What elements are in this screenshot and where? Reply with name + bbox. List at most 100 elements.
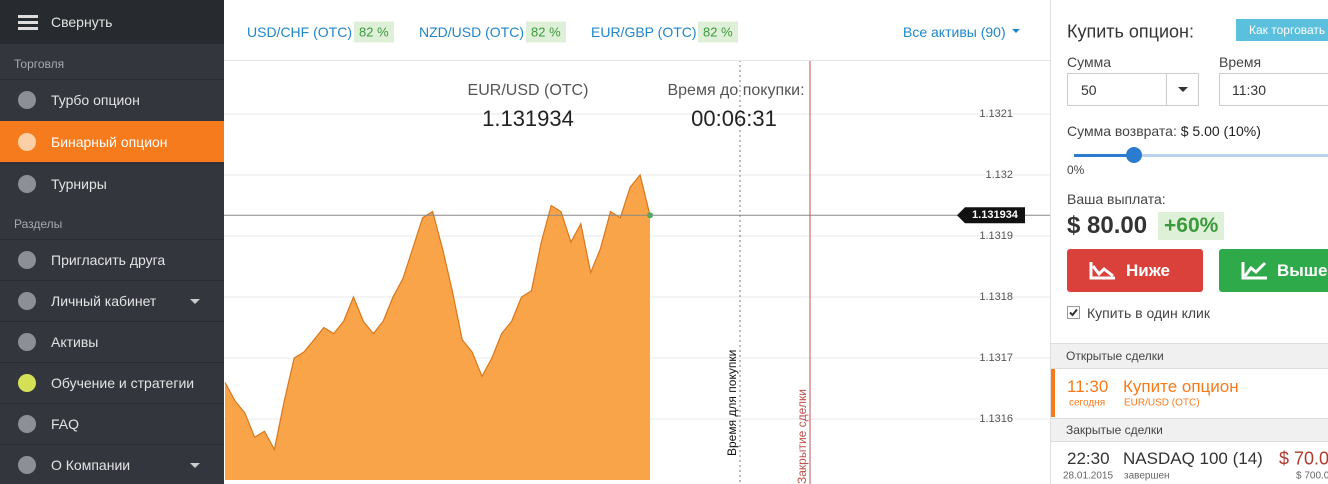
open-trades-title: Открытые сделки xyxy=(1066,349,1164,363)
closed-trade-date: 28.01.2015 xyxy=(1063,470,1114,482)
menu-item[interactable]: Личный кабинет xyxy=(0,280,224,321)
caret xyxy=(190,463,200,473)
all-assets[interactable]: Все активы (90) xyxy=(903,24,1006,40)
lower-label: Ниже xyxy=(1126,261,1171,280)
closed-trade-asset: NASDAQ 100 (14) xyxy=(1123,449,1263,468)
y-tick-label: 1.1319 xyxy=(979,230,1013,242)
refund-label: Сумма возврата: $ 5.00 (10%) xyxy=(1067,123,1261,139)
menu-label: Обучение и стратегии xyxy=(51,375,195,391)
y-tick-label: 1.1316 xyxy=(979,413,1013,425)
higher-label: Выше xyxy=(1277,261,1328,280)
lower-button[interactable]: Ниже xyxy=(1067,249,1203,292)
menu-label: О Компании xyxy=(51,457,131,473)
open-trade-time: 11:30 xyxy=(1067,377,1109,396)
refund-label-text: Сумма возврата: xyxy=(1067,123,1177,139)
menu-item[interactable]: FAQ xyxy=(0,403,224,444)
menu-item[interactable]: Активы xyxy=(0,321,224,362)
time-label: Время xyxy=(1219,54,1262,70)
icon xyxy=(18,133,36,151)
amount-input[interactable]: 50 xyxy=(1067,73,1199,106)
menu-item[interactable]: Пригласить друга xyxy=(0,239,224,280)
asset-tab[interactable]: NZD/USD (OTC) xyxy=(419,24,524,40)
lower-icon xyxy=(1089,262,1115,280)
payout-percent: +60% xyxy=(1158,212,1225,240)
how-to-button[interactable]: Как торговать xyxy=(1236,19,1328,41)
asset-tab[interactable]: EUR/GBP (OTC) xyxy=(591,24,697,40)
y-tick-label: 1.1317 xyxy=(979,352,1013,364)
slider-knob[interactable] xyxy=(1126,147,1142,163)
icon xyxy=(18,374,36,392)
open-trades-header: Открытые сделки xyxy=(1051,343,1328,369)
refund-value: $ 5.00 (10%) xyxy=(1180,123,1261,139)
menu-label: Пригласить друга xyxy=(51,252,166,268)
amount-dropdown[interactable] xyxy=(1166,74,1199,105)
closed-trade-status: завершен xyxy=(1124,470,1170,482)
payout-label: Ваша выплата: xyxy=(1067,191,1166,207)
purchase-deadline-label: Время для покупки xyxy=(725,350,739,456)
icon xyxy=(18,251,36,269)
closed-trades-header: Закрытые сделки xyxy=(1051,418,1328,442)
slider-track xyxy=(1074,154,1328,157)
closed-trade-amount: $ 700.00 xyxy=(1296,470,1328,482)
how-to-label: Как торговать xyxy=(1249,23,1326,37)
asset-payout: 82 % xyxy=(354,21,394,43)
assets-bar: USD/CHF (OTC) 82 % NZD/USD (OTC) 82 % EU… xyxy=(224,0,1050,61)
open-trade-date: сегодня xyxy=(1069,397,1106,409)
option-panel: Купить опцион: Как торговать Сумма 50 Вр… xyxy=(1050,0,1328,484)
icon xyxy=(18,292,36,310)
caret xyxy=(1012,29,1020,37)
sidebar: Свернуть Торговля Турбо опцион Бинарный … xyxy=(0,0,224,484)
time-input[interactable]: 11:30 xyxy=(1219,73,1328,106)
menu-item[interactable]: Турбо опцион xyxy=(0,79,224,120)
chart-asset: EUR/USD (OTC) xyxy=(467,82,589,99)
open-trade-action[interactable]: Купите опцион xyxy=(1123,377,1239,396)
icon xyxy=(18,456,36,474)
caret xyxy=(1178,87,1188,97)
menu-item[interactable]: Турниры xyxy=(0,163,224,204)
asset-tab[interactable]: USD/CHF (OTC) xyxy=(247,24,352,40)
one-click-checkbox[interactable] xyxy=(1067,306,1080,319)
menu-label: Бинарный опцион xyxy=(51,134,168,150)
menu-item-active[interactable]: Бинарный опцион xyxy=(0,121,224,162)
icon xyxy=(18,91,36,109)
menu-label: Турниры xyxy=(51,176,107,192)
menu-label: Активы xyxy=(51,334,99,350)
chart-price: 1.131934 xyxy=(482,106,574,131)
menu-label: FAQ xyxy=(51,416,80,432)
current-price-label: 1.131934 xyxy=(972,209,1019,221)
price-line xyxy=(224,173,651,452)
caret xyxy=(190,299,200,309)
menu-item[interactable]: О Компании xyxy=(0,444,224,484)
price-area xyxy=(225,175,650,480)
amount-label: Сумма xyxy=(1067,54,1111,70)
asset-payout: 82 % xyxy=(526,21,566,43)
menu-icon xyxy=(18,15,38,18)
timer: 00:06:31 xyxy=(691,106,777,131)
higher-button[interactable]: Выше xyxy=(1219,249,1328,292)
open-trade-asset: EUR/USD (OTC) xyxy=(1124,397,1200,409)
panel-title: Купить опцион: xyxy=(1067,21,1194,42)
section-title: Торговля xyxy=(14,57,65,71)
expiry-label: Закрытие сделки xyxy=(795,389,809,484)
current-price-tag xyxy=(957,207,1025,224)
closed-trades-title: Закрытые сделки xyxy=(1066,423,1163,437)
timer-label: Время до покупки: xyxy=(667,82,805,99)
higher-icon xyxy=(1241,261,1267,280)
menu-label: Личный кабинет xyxy=(51,293,157,309)
y-tick-label: 1.1318 xyxy=(979,291,1013,303)
payout-value: $ 80.00 xyxy=(1067,212,1148,239)
one-click-label: Купить в один клик xyxy=(1087,305,1210,321)
closed-trade-result: $ 70.00 xyxy=(1279,448,1328,469)
y-tick-label: 1.1321 xyxy=(979,108,1013,120)
collapse-button[interactable]: Свернуть xyxy=(0,0,224,44)
menu-label: Турбо опцион xyxy=(51,92,140,108)
icon xyxy=(18,333,36,351)
y-tick-label: 1.132 xyxy=(985,169,1013,181)
plot-area: 1.1321 1.132 1.1319 1.1318 1.1317 1.1316 1.131… xyxy=(224,60,1050,484)
time-value: 11:30 xyxy=(1232,82,1266,98)
icon xyxy=(18,415,36,433)
menu-item[interactable]: Обучение и стратегии xyxy=(0,362,224,403)
asset-payout: 82 % xyxy=(698,21,738,43)
